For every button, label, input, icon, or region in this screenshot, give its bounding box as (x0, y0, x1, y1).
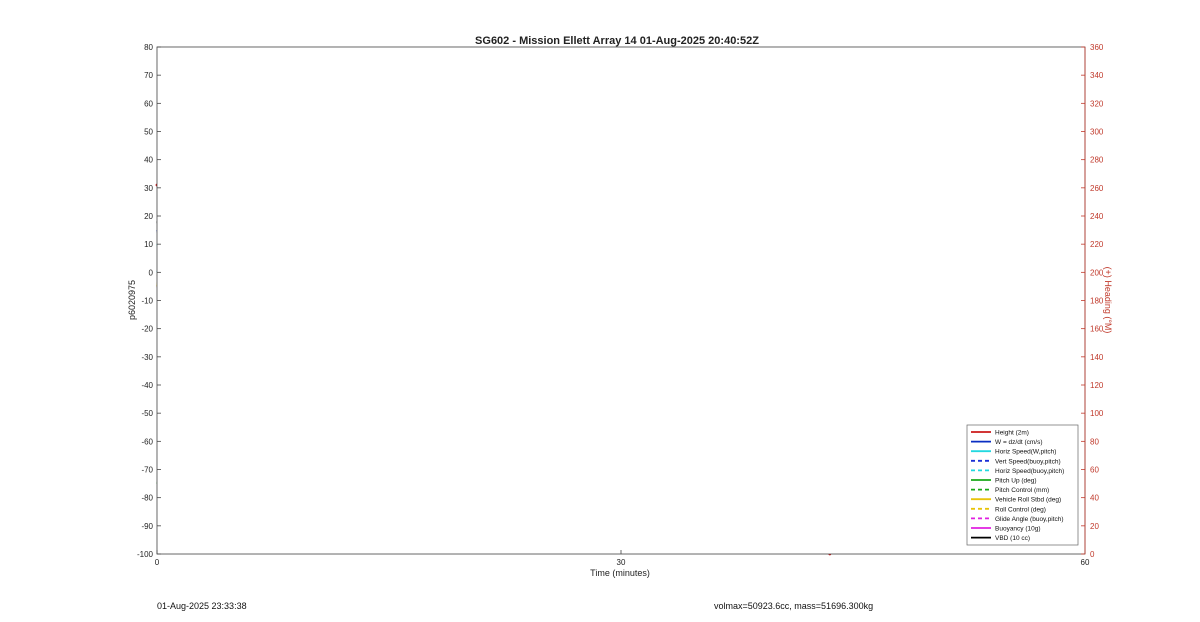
y-tick-label: -10 (141, 297, 153, 306)
y-tick-label: 30 (144, 184, 153, 193)
legend-box (966, 424, 1079, 546)
y-tick-label: 60 (144, 99, 153, 108)
x-axis-label: Time (minutes) (590, 568, 650, 578)
y-tick-label: 80 (144, 43, 153, 52)
y-right-tick-label: 280 (1090, 156, 1104, 165)
y-tick-label: 50 (144, 128, 153, 137)
y-right-tick-label: 160 (1090, 325, 1104, 334)
y-right-tick-label: 120 (1090, 381, 1104, 390)
y-right-tick-label: 240 (1090, 212, 1104, 221)
y-right-tick-label: 0 (1090, 550, 1095, 559)
y-right-tick-label: 100 (1090, 409, 1104, 418)
footer-volmax-mass: volmax=50923.6cc, mass=51696.300kg (714, 601, 874, 611)
y-right-tick-label: 220 (1090, 240, 1104, 249)
legend-entry: Vert Speed(buoy,pitch) (995, 458, 1061, 465)
y-tick-label: 20 (144, 212, 153, 221)
y-right-tick-label: 360 (1090, 43, 1104, 52)
legend-entry: Pitch Up (deg) (995, 478, 1037, 485)
legend-entry: Horiz Speed(buoy,pitch) (995, 468, 1064, 475)
y-right-tick-label: 200 (1090, 268, 1104, 277)
legend-entry: Pitch Control (mm) (995, 487, 1049, 494)
x-tick-label: 60 (1081, 558, 1090, 567)
y-tick-label: -90 (141, 522, 153, 531)
y-tick-label: -40 (141, 381, 153, 390)
y-tick-label: -30 (141, 353, 153, 362)
chart-title: SG602 - Mission Ellett Array 14 01-Aug-2… (475, 35, 759, 47)
legend-entry: Horiz Speed(W,pitch) (995, 449, 1056, 456)
y-axis-label-right: (+) Heading (°M) (1103, 267, 1113, 334)
y-right-tick-label: 20 (1090, 522, 1099, 531)
legend-entry: Buoyancy (10g) (995, 526, 1041, 533)
legend-entry: Glide Angle (buoy,pitch) (995, 516, 1064, 523)
x-tick-label: 30 (617, 558, 626, 567)
legend-entry: W = dz/dt (cm/s) (995, 439, 1043, 446)
y-tick-label: -60 (141, 437, 153, 446)
y-right-tick-label: 60 (1090, 466, 1099, 475)
legend-entry: VBD (10 cc) (995, 535, 1030, 542)
y-right-tick-label: 180 (1090, 297, 1104, 306)
y-tick-label: -50 (141, 409, 153, 418)
y-right-tick-label: 320 (1090, 99, 1104, 108)
y-right-tick-label: 260 (1090, 184, 1104, 193)
plot-frame (156, 46, 1086, 555)
legend-entry: Height (2m) (995, 430, 1029, 437)
legend-entry: Vehicle Roll Stbd (deg) (995, 497, 1061, 504)
y-tick-label: -80 (141, 494, 153, 503)
y-tick-label: -20 (141, 325, 153, 334)
y-right-tick-label: 80 (1090, 437, 1099, 446)
y-tick-label: -100 (137, 550, 154, 559)
y-right-tick-label: 40 (1090, 494, 1099, 503)
y-tick-label: 0 (149, 268, 154, 277)
y-tick-label: 70 (144, 71, 153, 80)
footer-timestamp: 01-Aug-2025 23:33:38 (157, 601, 247, 611)
y-tick-label: -70 (141, 466, 153, 475)
axes: 80706050403020100-10-20-30-40-50-60-70-8… (137, 43, 1104, 567)
y-right-tick-label: 140 (1090, 353, 1104, 362)
x-tick-label: 0 (155, 558, 160, 567)
y-right-tick-label: 300 (1090, 128, 1104, 137)
y-tick-label: 40 (144, 156, 153, 165)
legend: Height (2m) W = dz/dt (cm/s) Horiz Speed(W… (966, 424, 1079, 546)
legend-entry: Roll Control (deg) (995, 506, 1046, 513)
y-axis-label: p6020975 (127, 280, 137, 320)
y-tick-label: 10 (144, 240, 153, 249)
y-right-tick-label: 340 (1090, 71, 1104, 80)
